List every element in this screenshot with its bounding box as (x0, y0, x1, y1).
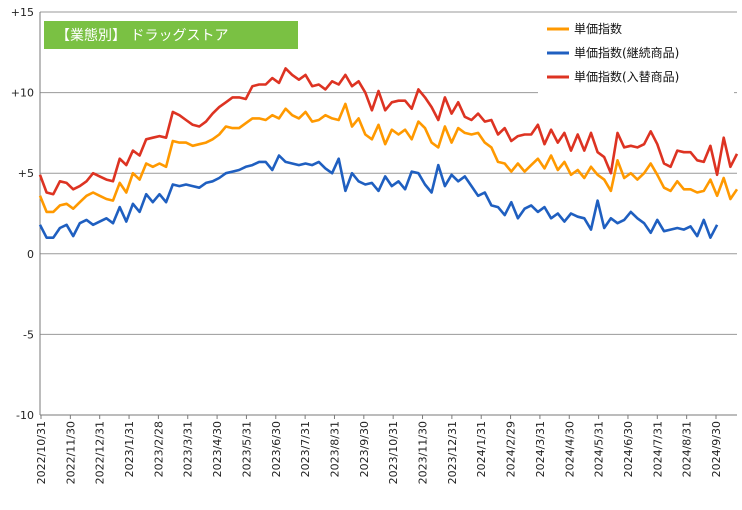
y-tick-label: +5 (18, 167, 34, 180)
y-tick-label: -10 (16, 409, 34, 422)
series-line-1 (38, 102, 739, 214)
x-tick-label: 2022/11/30 (64, 421, 77, 484)
x-tick-label: 2024/3/31 (534, 421, 547, 477)
x-tick-label: 2024/5/31 (593, 421, 606, 477)
x-tick-label: 2023/3/31 (182, 421, 195, 477)
x-tick-label: 2023/4/30 (211, 421, 224, 477)
legend-label: 単価指数(継続商品) (574, 45, 679, 60)
x-tick-label: 2023/8/31 (328, 421, 341, 477)
x-tick-label: 2024/6/30 (622, 421, 635, 477)
x-tick-label: 2022/12/31 (94, 421, 107, 484)
x-tick-label: 2023/11/30 (417, 421, 430, 484)
x-tick-label: 2023/1/31 (123, 421, 136, 477)
x-tick-label: 2023/7/31 (299, 421, 312, 477)
series-line-3 (38, 67, 739, 196)
chart-title-box: 【業態別】 ドラッグストア (44, 21, 298, 49)
series-line-2 (38, 154, 719, 239)
y-tick-label: +10 (11, 87, 34, 100)
y-tick-label: 0 (27, 248, 34, 261)
legend-label: 単価指数(入替商品) (574, 69, 679, 84)
x-tick-label: 2023/9/30 (358, 421, 371, 477)
x-tick-label: 2023/10/31 (387, 421, 400, 484)
x-tick-label: 2024/4/30 (563, 421, 576, 477)
x-tick-label: 2023/6/30 (270, 421, 283, 477)
x-tick-label: 2024/7/31 (651, 421, 664, 477)
x-tick-label: 2023/12/31 (446, 421, 459, 484)
x-tick-label: 2024/9/30 (710, 421, 723, 477)
x-tick-label: 2023/5/31 (240, 421, 253, 477)
y-tick-label: +15 (11, 6, 34, 19)
chart-title: 【業態別】 ドラッグストア (56, 28, 228, 44)
y-tick-label: -5 (23, 328, 34, 341)
legend-background (538, 14, 734, 98)
legend-label: 単価指数 (574, 21, 622, 36)
series-group (38, 67, 739, 239)
x-tick-label: 2024/8/31 (681, 421, 694, 477)
x-tick-label: 2024/2/29 (505, 421, 518, 477)
x-tick-label: 2022/10/31 (35, 421, 48, 484)
title-background (44, 21, 298, 49)
x-tick-label: 2024/1/31 (475, 421, 488, 477)
x-tick-label: 2023/2/28 (152, 421, 165, 477)
